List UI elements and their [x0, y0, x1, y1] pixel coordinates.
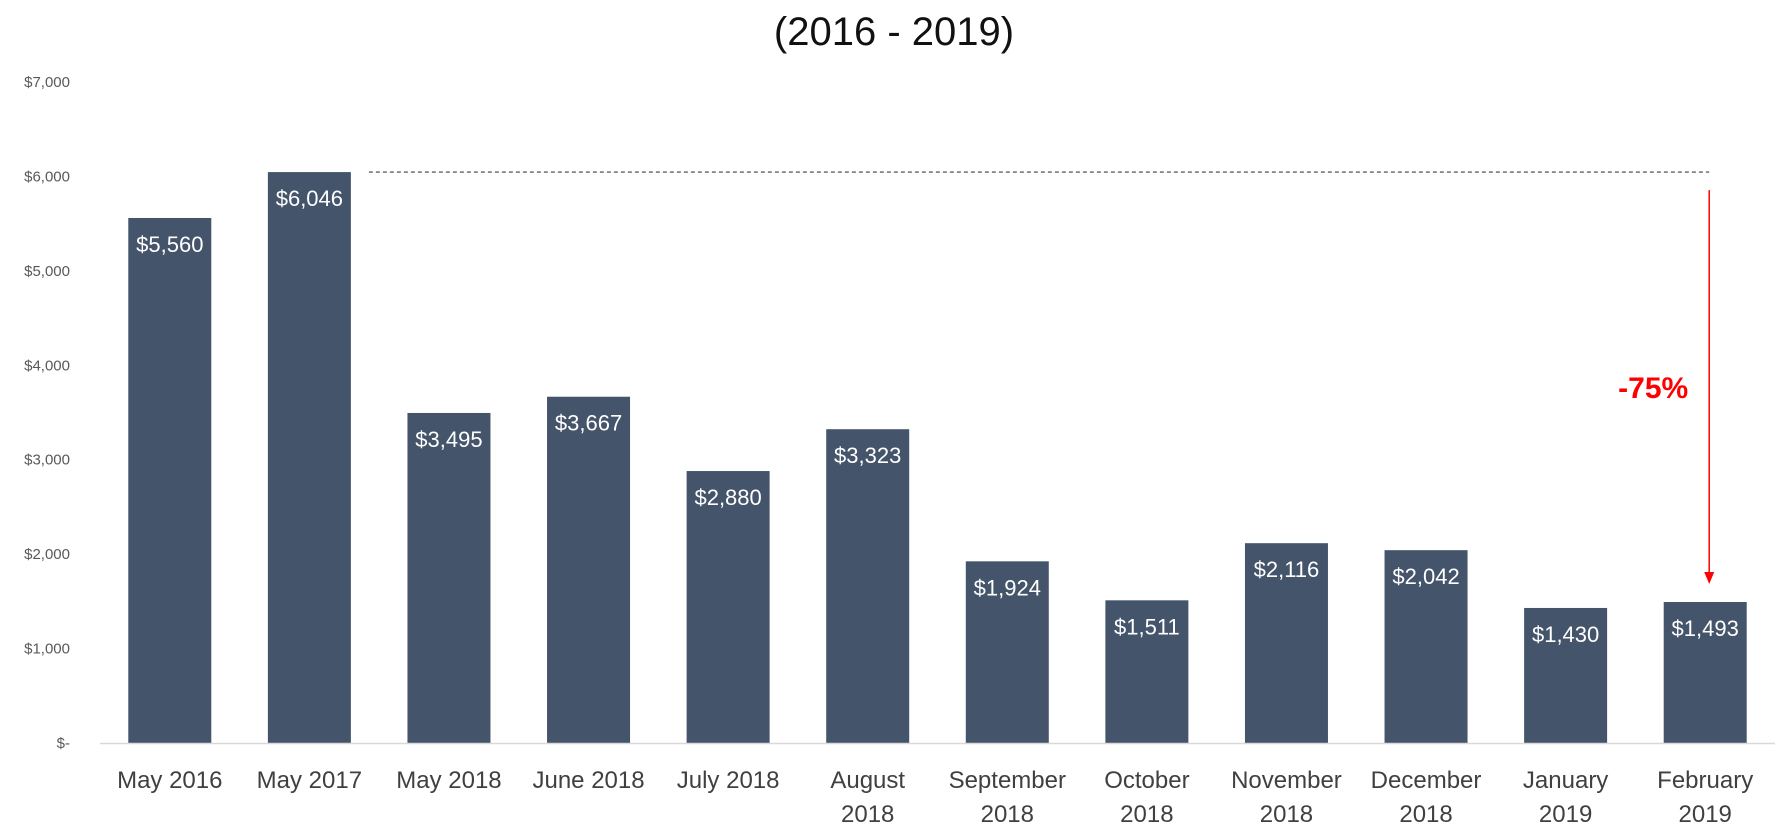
x-tick-label: June 2018: [532, 767, 644, 794]
bar: [1105, 600, 1189, 743]
bar-data-label: $1,430: [1532, 622, 1599, 647]
bar: [1663, 602, 1747, 743]
x-tick-label: May 2016: [117, 767, 222, 794]
x-tick-label: July 2018: [677, 767, 780, 794]
bar-data-label: $1,924: [974, 575, 1041, 600]
x-tick-label: August 2018: [830, 767, 905, 828]
bar: [686, 471, 770, 743]
bar: [128, 217, 212, 743]
bar-data-label: $2,116: [1254, 557, 1320, 582]
bar-data-label: $3,667: [555, 411, 622, 436]
decline-arrow-head: [1704, 572, 1715, 585]
bar: [1524, 607, 1608, 743]
y-tick-label: $-: [57, 735, 70, 752]
percent-change-label: -75%: [1618, 372, 1688, 405]
bar-data-label: $3,323: [834, 443, 901, 468]
change-annotation: -75%: [368, 171, 1715, 585]
bar-data-label: $3,495: [415, 427, 482, 452]
bar: [267, 172, 351, 744]
y-tick-label: $6,000: [24, 168, 70, 185]
y-tick-label: $5,000: [24, 263, 70, 280]
x-tick-label: February 2019: [1657, 767, 1753, 828]
x-tick-label: October 2018: [1104, 767, 1189, 828]
y-axis: $- $1,000 $2,000 $3,000 $4,000 $5,000 $6,000 $7…: [24, 74, 70, 752]
y-tick-label: $1,000: [24, 641, 70, 658]
chart-title: (2016 - 2019): [774, 10, 1014, 54]
x-axis: May 2016 May 2017 May 2018 June 2018 July 20…: [100, 742, 1775, 828]
bars: $5,560 $6,046 $3,495 $3,667 $2,880 $3,323 $1,9…: [128, 172, 1747, 744]
bar: [826, 429, 910, 743]
bar-data-label: $5,560: [136, 232, 203, 257]
x-tick-label: May 2018: [396, 767, 501, 794]
y-tick-label: $2,000: [24, 546, 70, 563]
x-tick-label: December 2018: [1371, 767, 1482, 828]
bar-data-label: $6,046: [276, 186, 343, 211]
bar: [965, 561, 1049, 743]
x-tick-label: September 2018: [949, 767, 1066, 828]
y-tick-label: $7,000: [24, 74, 70, 91]
y-tick-label: $4,000: [24, 357, 70, 374]
bar-data-label: $1,493: [1672, 616, 1739, 641]
bar-data-label: $2,042: [1392, 564, 1459, 589]
bar: [1384, 550, 1468, 743]
bar-data-label: $2,880: [694, 485, 761, 510]
x-tick-label: November 2018: [1231, 767, 1342, 828]
x-tick-label: January 2019: [1523, 767, 1608, 828]
y-tick-label: $3,000: [24, 452, 70, 469]
bar-data-label: $1,511: [1114, 614, 1180, 639]
bar: [1244, 543, 1328, 743]
bar: [547, 396, 631, 743]
x-tick-label: May 2017: [257, 767, 362, 794]
bar: [407, 412, 491, 743]
